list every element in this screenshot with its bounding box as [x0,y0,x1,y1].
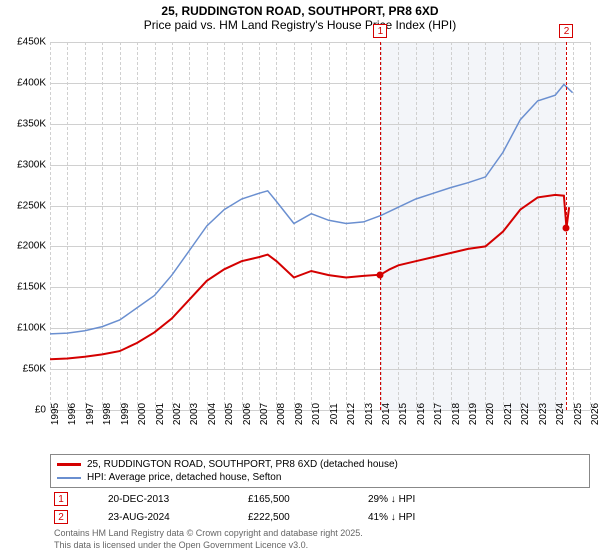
series-line-1 [50,85,573,334]
sale-date: 20-DEC-2013 [108,494,208,505]
legend-label-hpi: HPI: Average price, detached house, Seft… [87,472,281,483]
plot-area: 12 [50,42,590,410]
y-tick-label: £250K [17,200,46,211]
sale-marker-icon: 2 [54,510,68,524]
title-block: 25, RUDDINGTON ROAD, SOUTHPORT, PR8 6XD … [0,0,600,34]
x-tick-label: 2015 [398,403,409,425]
sale-delta: 41% ↓ HPI [368,512,415,523]
marker-box-1: 1 [373,24,387,38]
sale-row: 2 23-AUG-2024 £222,500 41% ↓ HPI [50,506,590,524]
x-tick-label: 2010 [311,403,322,425]
x-tick-label: 2007 [259,403,270,425]
x-tick-label: 1998 [102,403,113,425]
y-tick-label: £450K [17,37,46,48]
x-tick-label: 2011 [329,403,340,425]
x-tick-label: 2005 [224,403,235,425]
x-tick-label: 2014 [381,403,392,425]
x-tick-label: 2025 [573,403,584,425]
sale-price: £222,500 [248,512,328,523]
y-tick-label: £400K [17,77,46,88]
credit-text: Contains HM Land Registry data © Crown c… [50,524,590,551]
marker-box-2: 2 [559,24,573,38]
x-tick-label: 2016 [416,403,427,425]
y-tick-label: £350K [17,118,46,129]
y-tick-label: £50K [23,364,46,375]
legend: 25, RUDDINGTON ROAD, SOUTHPORT, PR8 6XD … [50,454,590,551]
marker-point-2 [563,225,570,232]
legend-label-property: 25, RUDDINGTON ROAD, SOUTHPORT, PR8 6XD … [87,459,398,470]
chart-title: 25, RUDDINGTON ROAD, SOUTHPORT, PR8 6XD [0,4,600,18]
y-tick-label: £0 [35,405,46,416]
x-tick-label: 2019 [468,403,479,425]
x-tick-label: 2013 [364,403,375,425]
credit-line-1: Contains HM Land Registry data © Crown c… [54,528,590,540]
x-tick-label: 2006 [242,403,253,425]
x-tick-label: 2003 [189,403,200,425]
series-line-0 [50,195,569,359]
x-axis: 1995199619971998199920002001200220032004… [50,410,590,450]
chart-subtitle: Price paid vs. HM Land Registry's House … [0,18,600,32]
legend-box: 25, RUDDINGTON ROAD, SOUTHPORT, PR8 6XD … [50,454,590,488]
chart-svg [50,42,590,410]
sale-price: £165,500 [248,494,328,505]
x-tick-label: 2004 [207,403,218,425]
x-tick-label: 2023 [538,403,549,425]
x-tick-label: 1999 [120,403,131,425]
y-tick-label: £100K [17,323,46,334]
sales-list: 1 20-DEC-2013 £165,500 29% ↓ HPI 2 23-AUG-202… [50,488,590,524]
x-tick-label: 2000 [137,403,148,425]
x-tick-label: 2018 [451,403,462,425]
sale-row: 1 20-DEC-2013 £165,500 29% ↓ HPI [50,488,590,506]
gridline-v [590,42,591,410]
y-tick-label: £150K [17,282,46,293]
x-tick-label: 2008 [276,403,287,425]
x-tick-label: 2026 [590,403,600,425]
x-tick-label: 2002 [172,403,183,425]
sale-delta: 29% ↓ HPI [368,494,415,505]
x-tick-label: 2022 [520,403,531,425]
chart-container: 25, RUDDINGTON ROAD, SOUTHPORT, PR8 6XD … [0,0,600,560]
credit-line-2: This data is licensed under the Open Gov… [54,540,590,552]
legend-swatch-hpi [57,477,81,479]
sale-date: 23-AUG-2024 [108,512,208,523]
x-tick-label: 2017 [433,403,444,425]
x-tick-label: 2024 [555,403,566,425]
y-axis: £0£50K£100K£150K£200K£250K£300K£350K£400… [0,42,50,410]
y-tick-label: £200K [17,241,46,252]
x-tick-label: 2001 [155,403,166,425]
x-tick-label: 1997 [85,403,96,425]
marker-line-1 [380,42,381,410]
y-tick-label: £300K [17,159,46,170]
legend-swatch-property [57,463,81,466]
x-tick-label: 1996 [67,403,78,425]
x-tick-label: 2012 [346,403,357,425]
sale-marker-icon: 1 [54,492,68,506]
legend-row-hpi: HPI: Average price, detached house, Seft… [57,471,583,484]
marker-point-1 [377,271,384,278]
legend-row-property: 25, RUDDINGTON ROAD, SOUTHPORT, PR8 6XD … [57,458,583,471]
x-tick-label: 2020 [485,403,496,425]
x-tick-label: 1995 [50,403,61,425]
x-tick-label: 2021 [503,403,514,425]
x-tick-label: 2009 [294,403,305,425]
